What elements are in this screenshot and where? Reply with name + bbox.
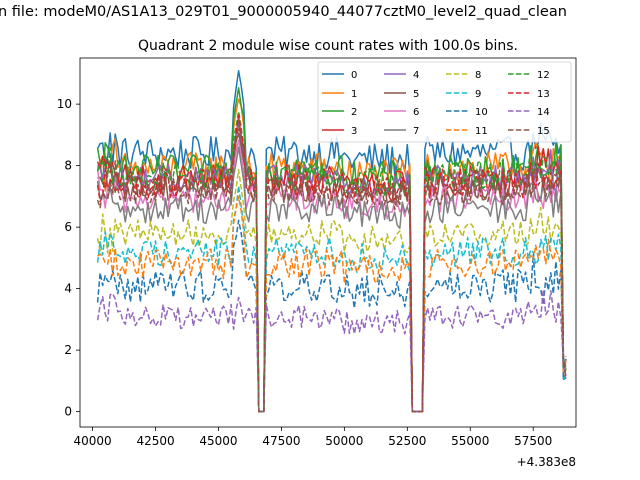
y-axis: 0 2 4 6 8 10	[57, 97, 80, 419]
x-tick-label: 47500	[262, 434, 300, 448]
legend-label: 12	[537, 70, 550, 81]
series-line-11	[97, 195, 567, 413]
legend-label: 13	[537, 89, 550, 100]
legend-label: 11	[475, 126, 488, 137]
series-line-12	[96, 110, 567, 413]
legend-label: 1	[351, 89, 357, 100]
legend-label: 10	[475, 107, 488, 118]
chart-title: Quadrant 2 module wise count rates with …	[138, 38, 518, 54]
x-tick-label: 57500	[514, 434, 552, 448]
suptitle: n file: modeM0/AS1A13_029T01_9000005940_…	[0, 4, 567, 20]
x-tick-label: 45000	[199, 434, 237, 448]
legend-label: 14	[537, 107, 550, 118]
x-axis: 40000 42500 45000 47500 50000 52500 55000 57500	[73, 427, 552, 448]
y-tick-label: 10	[57, 97, 72, 111]
x-tick-label: 40000	[73, 434, 111, 448]
x-tick-label: 52500	[388, 434, 426, 448]
legend-label: 4	[413, 70, 419, 81]
y-tick-label: 6	[64, 220, 72, 234]
series-line-10	[96, 219, 567, 413]
x-tick-label: 42500	[136, 434, 174, 448]
legend-label: 2	[351, 107, 357, 118]
legend-label: 6	[413, 107, 419, 118]
series-line-15	[96, 125, 567, 413]
legend-frame	[317, 61, 572, 143]
x-tick-label: 50000	[325, 434, 363, 448]
legend-label: 15	[537, 126, 550, 137]
legend-label: 8	[475, 70, 481, 81]
y-tick-label: 8	[64, 159, 72, 173]
legend-label: 9	[475, 89, 481, 100]
series-lines	[96, 69, 567, 413]
plot-frame	[79, 57, 577, 428]
series-line-7	[96, 146, 567, 413]
legend-label: 0	[351, 70, 357, 81]
series-line-14	[96, 288, 567, 413]
y-tick-label: 0	[64, 405, 72, 419]
series-line-2	[96, 87, 567, 413]
y-tick-label: 4	[64, 282, 72, 296]
legend-label: 7	[413, 126, 419, 137]
legend-label: 5	[413, 89, 419, 100]
x-offset-label: +4.383e8	[517, 455, 576, 469]
y-tick-label: 2	[64, 343, 72, 357]
legend-label: 3	[351, 126, 357, 137]
x-tick-label: 55000	[451, 434, 489, 448]
